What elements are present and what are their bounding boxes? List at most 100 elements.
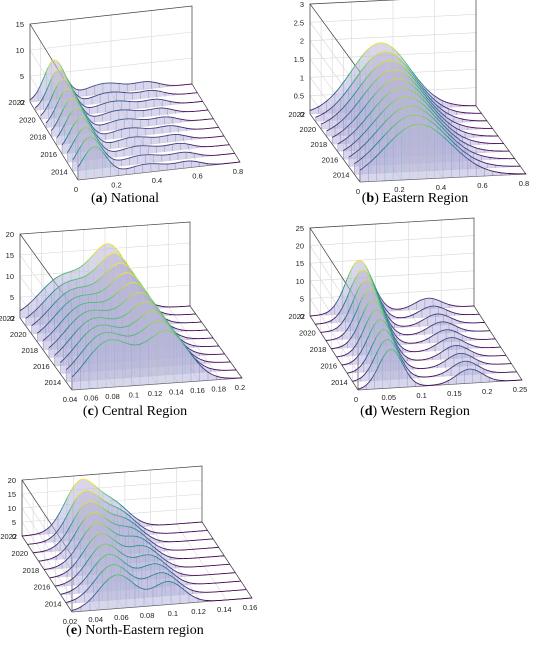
grid-line <box>176 468 227 601</box>
surface-line <box>174 570 178 573</box>
surface-line <box>345 101 349 105</box>
surface-line <box>132 321 136 324</box>
surface-line <box>476 359 479 361</box>
surface-line <box>77 267 80 270</box>
surface-line <box>140 315 144 318</box>
surface-line <box>473 162 477 165</box>
surface-line <box>72 269 76 272</box>
surface-line <box>421 91 425 95</box>
surface-line <box>52 341 56 345</box>
surface-line <box>35 320 39 323</box>
surface-line <box>432 323 435 326</box>
surface-line <box>335 100 339 104</box>
surface-line <box>51 534 55 537</box>
panel-national: 0 0.2 0.4 0.6 0.8 2014 2016 2018 2020 2022 0 5 10 15 … <box>0 0 270 215</box>
surface-line <box>448 346 451 349</box>
surface-line <box>366 151 370 155</box>
surface-line <box>427 101 431 105</box>
surface-line <box>368 364 372 369</box>
surface-line <box>478 148 481 150</box>
surface-line <box>437 105 440 109</box>
surface-line <box>362 119 366 123</box>
surface-line <box>389 339 392 343</box>
surface-line <box>374 104 378 108</box>
surface-line <box>373 309 376 312</box>
surface-line <box>336 298 340 303</box>
surface-line <box>66 80 70 84</box>
surface-line <box>82 88 85 91</box>
surface-line <box>82 112 86 116</box>
surface-line <box>390 334 393 339</box>
surface-line <box>462 146 466 149</box>
surface-line <box>54 352 58 356</box>
surface-line <box>77 570 81 574</box>
surface-line <box>479 353 482 356</box>
surface-line <box>436 130 440 134</box>
surface-line <box>388 328 392 334</box>
surface-line <box>329 117 332 120</box>
surface-line <box>440 351 443 354</box>
surface-line <box>97 512 100 515</box>
surface-line <box>142 287 146 291</box>
surface-line <box>412 366 416 369</box>
surface-line <box>362 155 366 158</box>
surface-line <box>455 147 458 151</box>
surface-line <box>384 42 387 45</box>
surface-line <box>370 289 374 292</box>
surface-line <box>136 282 139 285</box>
x-tick-label: 0.2 <box>111 181 121 190</box>
surface-line <box>378 151 382 155</box>
surface-line <box>365 141 368 144</box>
surface-line <box>118 340 122 342</box>
surface-line <box>146 529 150 532</box>
surface-line <box>353 105 357 109</box>
surface-line <box>437 363 440 366</box>
surface-line <box>138 519 142 522</box>
surface-line <box>448 133 451 137</box>
surface-line <box>82 503 86 507</box>
surface-line <box>69 145 72 150</box>
surface-line <box>95 105 98 107</box>
surface-line <box>422 123 425 126</box>
surface-line <box>337 110 341 114</box>
surface-line <box>449 127 453 131</box>
surface-line <box>428 105 432 109</box>
axis-line <box>19 221 191 307</box>
surface-line <box>106 543 110 546</box>
surface-line <box>81 127 84 131</box>
surface-line <box>437 122 441 126</box>
surface-line <box>441 329 445 332</box>
surface-line <box>359 168 363 171</box>
surface-line <box>360 375 364 379</box>
surface-line <box>110 521 114 524</box>
surface-line <box>367 138 370 142</box>
surface-line <box>420 97 424 100</box>
surface-line <box>96 140 100 145</box>
surface-line <box>377 291 381 297</box>
surface-line <box>453 121 456 124</box>
surface-line <box>451 129 455 132</box>
surface-line <box>424 117 428 120</box>
surface-line <box>417 78 421 82</box>
surface-line <box>87 127 90 130</box>
surface-line <box>55 515 59 520</box>
surface-line <box>376 347 380 353</box>
surface-line <box>42 550 45 552</box>
surface-line <box>159 555 163 559</box>
surface-line <box>156 539 160 541</box>
surface-line <box>50 522 54 526</box>
surface-line <box>392 321 395 324</box>
y-tick-label: 2020 <box>10 330 27 339</box>
surface-line <box>434 112 438 116</box>
surface-line <box>82 104 86 107</box>
surface-line <box>136 556 139 558</box>
surface-line <box>450 345 453 348</box>
x-tick-label: 0.08 <box>105 392 120 401</box>
surface-line <box>118 139 121 141</box>
surface-line <box>382 304 386 309</box>
surface-line <box>330 94 334 98</box>
surface-line <box>432 344 436 347</box>
surface-line <box>443 360 446 363</box>
surface-line <box>444 308 447 311</box>
surface-line <box>111 545 115 548</box>
